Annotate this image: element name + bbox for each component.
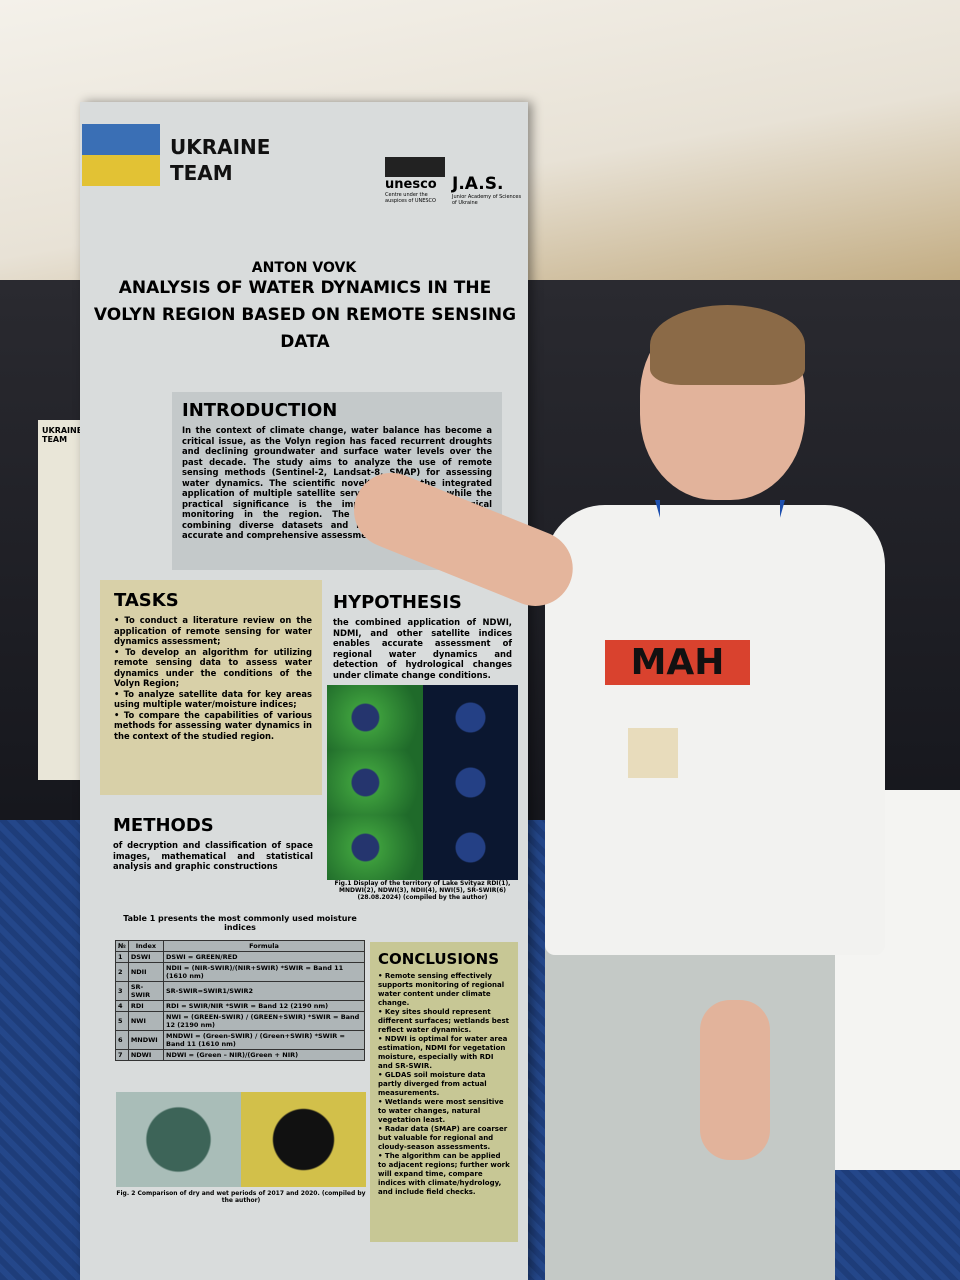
conclusion-item: GLDAS soil moisture data partly diverged… [378,1071,510,1098]
task-item: To compare the capabilities of various m… [114,710,312,742]
dry-wet-maps-figure [116,1092,366,1187]
person-tshirt [545,505,885,955]
table-header-row: № Index Formula [115,940,365,952]
poster-title: ANALYSIS OF WATER DYNAMICS IN THE VOLYN … [93,278,517,352]
task-item: To conduct a literature review on the ap… [114,615,312,647]
figure-2-caption: Fig. 2 Comparison of dry and wet periods… [116,1190,366,1204]
conclusions-section: CONCLUSIONS Remote sensing effectively s… [370,942,518,1242]
table-row: 1 DSWI DSWI = GREEN/RED [115,951,365,963]
hypothesis-section: HYPOTHESIS the combined application of N… [325,584,520,684]
table-row: 2 NDII NDII = (NIR-SWIR)/(NIR+SWIR) *SWIR … [115,962,365,982]
task-item: To develop an algorithm for utilizing re… [114,647,312,689]
table-row: 5 NWI NWI = (GREEN-SWIR) / (GREEN+SWIR) *S… [115,1011,365,1031]
table-row: 3 SR-SWIR SR-SWIR=SWIR1/SWIR2 [115,981,365,1001]
person-hair [650,305,805,385]
author-name: ANTON VOVK [251,260,357,276]
conclusion-item: NDWI is optimal for water area estimatio… [378,1035,510,1071]
methods-text: of decryption and classification of spac… [113,840,313,871]
conclusion-item: Key sites should represent different sur… [378,1008,510,1035]
conclusions-heading: CONCLUSIONS [378,950,500,968]
tasks-section: TASKS To conduct a literature review on … [100,580,322,795]
conclusion-item: The algorithm can be applied to adjacent… [378,1152,510,1197]
person-left-hand [700,1000,770,1160]
table-row: 6 MNDWI MNDWI = (Green-SWIR) / (Green+SWIR… [115,1030,365,1050]
name-badge [628,728,678,778]
ukraine-flag-icon [82,124,160,186]
figure-1-caption: Fig.1 Display of the territory of Lake S… [334,880,511,901]
table-row: 7 NDWI NDWI = (Green – NIR)/(Green + NIR) [115,1049,365,1061]
tasks-heading: TASKS [114,590,179,611]
conclusion-item: Radar data (SMAP) are coarser but valuab… [378,1125,510,1152]
hypothesis-heading: HYPOTHESIS [333,592,462,613]
introduction-heading: INTRODUCTION [182,400,338,421]
methods-heading: METHODS [113,815,214,836]
indices-table: № Index Formula 1 DSWI DSWI = GREEN/RED 2 NDI… [115,940,365,1061]
person-trousers [545,940,835,1280]
team-label: UKRAINE TEAM [170,135,271,185]
shirt-logo: МАН [605,640,750,685]
conclusion-item: Wetlands were most sensitive to water ch… [378,1098,510,1125]
side-poster-title: UKRAINE TEAM [42,426,83,444]
hypothesis-text: the combined application of NDWI, NDMI, … [333,617,512,680]
satellite-images-figure [327,685,518,880]
introduction-text: In the context of climate change, water … [182,425,492,540]
unesco-logo: unesco Centre under the auspices of UNESC… [385,157,445,204]
task-item: To analyze satellite data for key areas … [114,689,312,710]
table-caption: Table 1 presents the most commonly used … [123,914,357,932]
poster: UKRAINE TEAM unesco Centre under the ausp… [80,102,528,1280]
jas-logo: J.A.S. Junior Academy of Sciences of Ukra… [452,174,522,206]
introduction-section: INTRODUCTION In the context of climate c… [172,392,502,570]
table-row: 4 RDI RDI = SWIR/NIR *SWIR = Band 12 (2190… [115,1000,365,1012]
methods-section: METHODS of decryption and classification… [103,807,323,907]
conclusion-item: Remote sensing effectively supports moni… [378,972,510,1008]
